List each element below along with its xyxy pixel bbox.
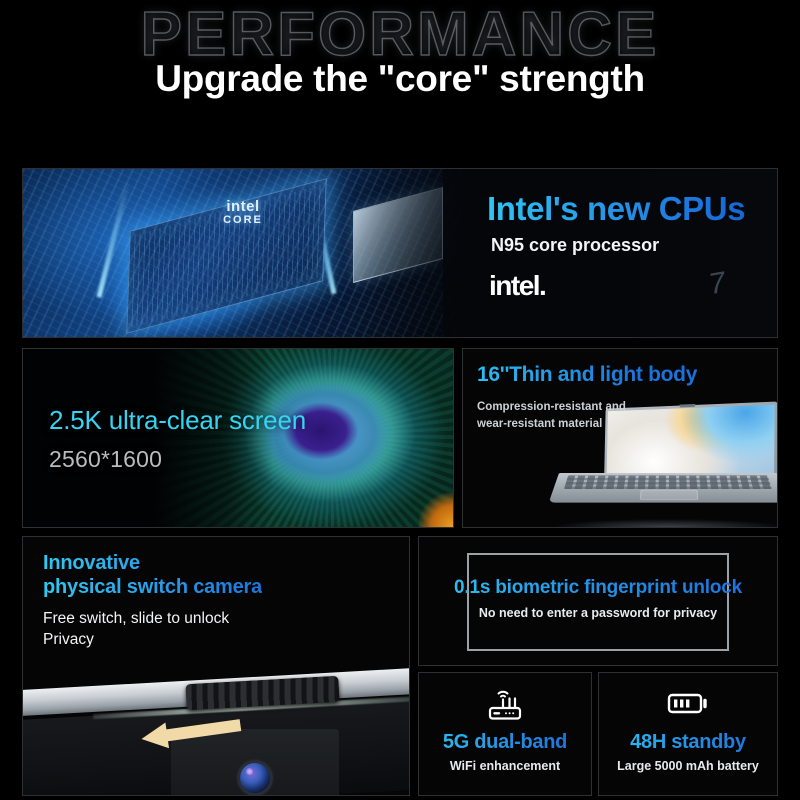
- camera-title-line1: Innovative: [43, 552, 140, 574]
- body-text-block: 16''Thin and light body Compression-resi…: [477, 363, 697, 432]
- cpu-text-block: Intel's new CPUs N95 core processor inte…: [487, 190, 746, 302]
- camera-lens-icon: [240, 763, 270, 793]
- laptop-image: [548, 401, 777, 527]
- poster-header: PERFORMANCE Upgrade the "core" strength: [0, 0, 800, 130]
- cpu-feature-panel: intel CORE 7 Intel's new CPUs N95 core p…: [22, 168, 778, 338]
- body-feature-panel: 16''Thin and light body Compression-resi…: [462, 348, 778, 528]
- screen-panel-fade: [23, 349, 273, 527]
- router-wifi-icon: [419, 687, 591, 723]
- cpu-title: Intel's new CPUs: [487, 190, 746, 227]
- camera-shutter-image: [23, 657, 409, 795]
- laptop-keyboard: [563, 475, 773, 490]
- laptop-trackpad: [639, 489, 699, 500]
- body-subtitle-line2: wear-resistant material: [477, 417, 603, 430]
- page-title: Upgrade the "core" strength: [155, 58, 645, 99]
- battery-icon: [599, 687, 777, 719]
- cpu-die-label: intel CORE: [23, 199, 463, 226]
- wifi-feature-panel: 5G dual-band WiFi enhancement: [418, 672, 592, 796]
- screen-resolution: 2560*1600: [49, 446, 163, 472]
- camera-subtitle: Free switch, slide to unlock Privacy: [43, 609, 262, 651]
- fingerprint-feature-panel: 0.1s biometric fingerprint unlock No nee…: [418, 536, 778, 666]
- chip-light-beam-left-icon: [96, 180, 131, 298]
- cpu-die-brand: intel: [226, 198, 260, 215]
- wifi-subtitle: WiFi enhancement: [449, 759, 561, 773]
- camera-feature-panel: Innovative physical switch camera Free s…: [22, 536, 410, 796]
- laptop-reflection: [555, 519, 777, 527]
- performance-watermark-text: PERFORMANCE: [140, 0, 660, 69]
- screen-feature-panel: 2.5K ultra-clear screen 2560*1600: [22, 348, 454, 528]
- cpu-panel-fade: [353, 169, 777, 337]
- screen-title: 2.5K ultra-clear screen: [49, 405, 306, 435]
- camera-subtitle-line1: Free switch, slide to unlock: [43, 609, 230, 627]
- camera-title: Innovative physical switch camera: [43, 551, 262, 600]
- fingerprint-subtitle: No need to enter a password for privacy: [478, 606, 718, 620]
- wifi-title: 5G dual-band: [419, 731, 591, 754]
- camera-subtitle-line2: Privacy: [43, 630, 94, 648]
- chip-light-beam-right-icon: [306, 175, 337, 295]
- body-title: 16''Thin and light body: [477, 363, 698, 386]
- intel-logo: intel.: [489, 270, 547, 302]
- battery-title: 48H standby: [599, 731, 777, 754]
- battery-subtitle: Large 5000 mAh battery: [617, 759, 759, 773]
- left-arrow-icon: [139, 710, 242, 754]
- fingerprint-frame: [467, 553, 729, 651]
- screen-text-block: 2.5K ultra-clear screen 2560*1600: [49, 405, 306, 473]
- laptop-base: [548, 473, 777, 503]
- fingerprint-title: 0.1s biometric fingerprint unlock: [419, 577, 777, 599]
- camera-text-block: Innovative physical switch camera Free s…: [43, 551, 262, 651]
- camera-housing: [171, 729, 339, 795]
- battery-feature-panel: 48H standby Large 5000 mAh battery: [598, 672, 778, 796]
- body-subtitle-line1: Compression-resistant and: [477, 401, 626, 413]
- body-subtitle: Compression-resistant and wear-resistant…: [477, 399, 697, 432]
- camera-title-line2: physical switch camera: [43, 576, 263, 599]
- cpu-subtitle: N95 core processor: [491, 235, 660, 256]
- cpu-die-series: CORE: [223, 213, 263, 226]
